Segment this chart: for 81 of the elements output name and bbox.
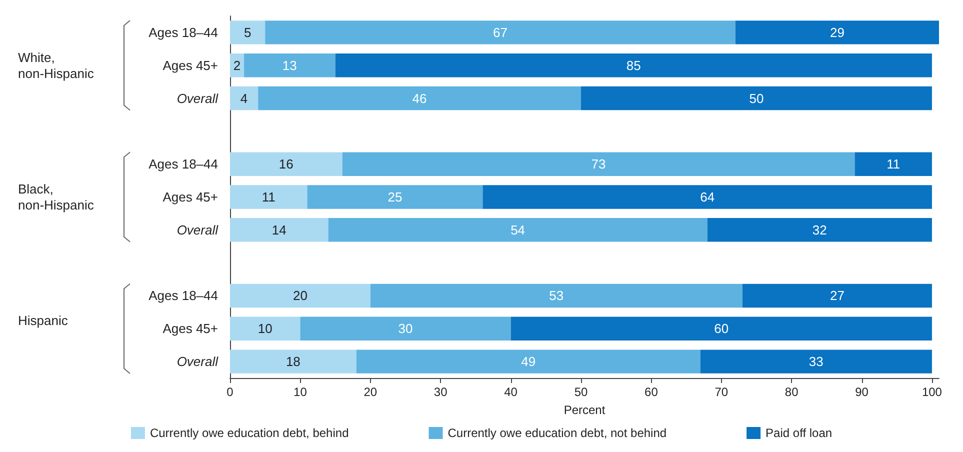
bar <box>230 54 244 78</box>
bar <box>510 316 932 340</box>
data-label: 2 <box>233 58 241 73</box>
x-tick-label: 0 <box>226 385 234 399</box>
data-label: 13 <box>282 58 297 73</box>
legend-label: Currently owe education debt, behind <box>150 426 349 440</box>
y-tick-label: Ages 18–44 <box>148 24 218 40</box>
data-label: 46 <box>412 90 427 106</box>
data-label: 11 <box>886 156 900 172</box>
data-label: 10 <box>258 321 272 336</box>
y-tick-label: Overall <box>176 222 220 238</box>
bar <box>230 20 266 44</box>
text: White, non-Hispanic <box>18 50 94 81</box>
x-tick-label: 80 <box>784 385 799 399</box>
bar <box>370 284 742 308</box>
data-label: 25 <box>388 190 402 204</box>
data-label: 85 <box>626 58 641 73</box>
x-tick-label: 70 <box>714 385 728 399</box>
bar <box>230 316 300 340</box>
data-label: 11 <box>262 190 276 204</box>
y-tick-label: Ages 45+ <box>162 58 218 73</box>
bar <box>482 185 932 209</box>
bar <box>307 185 483 209</box>
y-tick-label: Ages 45+ <box>162 190 218 204</box>
data-label: 60 <box>714 321 729 336</box>
data-label: 4 <box>240 90 248 106</box>
text: Black, non-Hispanic <box>18 182 94 212</box>
data-label: 53 <box>549 288 564 304</box>
bar <box>342 152 855 176</box>
x-tick-label: 50 <box>574 385 588 399</box>
data-label: 18 <box>286 354 300 370</box>
bar <box>230 350 356 374</box>
data-label: 64 <box>700 190 715 204</box>
y-tick-label: Overall <box>176 354 220 370</box>
y-tick-label: Ages 45+ <box>162 321 218 336</box>
bar <box>700 350 932 374</box>
data-label: 49 <box>521 354 536 370</box>
bar <box>230 284 370 308</box>
bar <box>335 54 932 78</box>
text: Hispanic <box>18 313 68 328</box>
bar <box>328 218 708 242</box>
x-tick-label: 60 <box>644 385 658 399</box>
x-tick-label: 20 <box>364 385 378 399</box>
y-tick-label: Ages 18–44 <box>148 288 218 304</box>
bar <box>265 20 736 44</box>
bar <box>300 316 511 340</box>
data-label: 29 <box>830 24 844 40</box>
x-tick-label: 10 <box>294 385 308 399</box>
data-label: 5 <box>244 24 252 40</box>
bar <box>735 20 939 44</box>
bar <box>230 185 308 209</box>
bar <box>244 54 336 78</box>
data-label: 20 <box>292 288 308 304</box>
bar <box>230 152 342 176</box>
x-axis-title: Percent <box>564 403 606 417</box>
data-label: 30 <box>398 321 413 336</box>
bar <box>854 152 932 176</box>
legend-label: Currently owe education debt, not behind <box>448 426 667 440</box>
y-tick-label: Overall <box>176 90 220 106</box>
bar <box>580 86 932 110</box>
data-label: 50 <box>749 90 764 106</box>
legend-label: Paid off loan <box>766 426 832 440</box>
x-tick-label: 30 <box>434 385 448 399</box>
data-label: 27 <box>830 288 844 304</box>
data-label: 14 <box>272 222 286 238</box>
bar <box>230 218 328 242</box>
data-label: 33 <box>808 354 824 370</box>
data-label: 73 <box>591 156 606 172</box>
x-tick-label: 100 <box>922 385 942 399</box>
bar <box>707 218 932 242</box>
data-label: 67 <box>493 24 508 40</box>
y-tick-label: Ages 18–44 <box>148 156 218 172</box>
data-label: 54 <box>510 222 526 238</box>
data-label: 32 <box>812 222 827 238</box>
bar <box>356 350 700 374</box>
x-tick-label: 90 <box>855 385 869 399</box>
x-tick-label: 40 <box>504 385 518 399</box>
bar <box>230 86 258 110</box>
data-label: 16 <box>278 156 294 172</box>
bar <box>742 284 932 308</box>
bar <box>258 86 581 110</box>
